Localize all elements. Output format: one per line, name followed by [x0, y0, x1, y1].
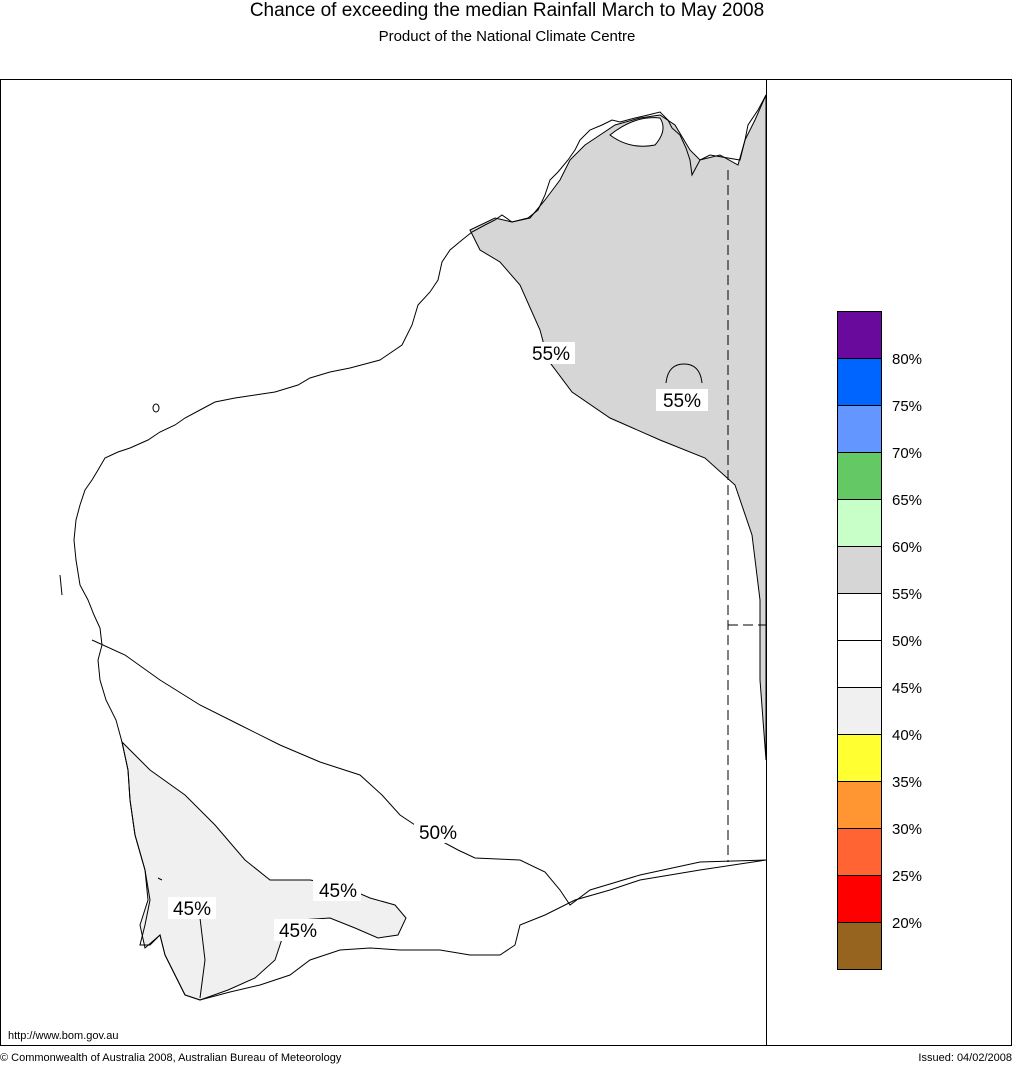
- legend-label: 60%: [892, 539, 923, 556]
- contour-label-45-b: 45%: [173, 899, 211, 920]
- region-north-loop: [609, 117, 664, 147]
- legend-swatch: [837, 452, 882, 500]
- island-southwest: [157, 877, 163, 881]
- legend-swatch: [837, 358, 882, 406]
- legend-label: 45%: [892, 680, 923, 697]
- legend-colorbar: [837, 311, 882, 970]
- region-55-percent: [469, 94, 766, 761]
- coastline: [73, 94, 766, 1001]
- legend-swatch: [837, 405, 882, 453]
- legend-label: 70%: [892, 445, 923, 462]
- legend-swatch: [837, 922, 882, 970]
- legend-swatch: [837, 687, 882, 735]
- legend-swatch: [837, 640, 882, 688]
- legend-label: 75%: [892, 398, 923, 415]
- legend-swatch: [837, 828, 882, 876]
- region-55-loop: [665, 363, 703, 384]
- legend-label: 50%: [892, 633, 923, 650]
- state-border: [727, 170, 766, 862]
- contour-label-45-c: 45%: [279, 921, 317, 942]
- island-west: [59, 574, 63, 596]
- island-north: [152, 403, 160, 413]
- contour-label-55-a: 55%: [532, 344, 570, 365]
- legend-swatch: [837, 593, 882, 641]
- legend-label: 65%: [892, 492, 923, 509]
- legend-swatch: [837, 734, 882, 782]
- contour-45-inner: [199, 917, 206, 999]
- legend-swatch: [837, 781, 882, 829]
- issued-date: Issued: 04/02/2008: [918, 1052, 1012, 1064]
- map-legend-divider: [766, 79, 767, 1046]
- legend-swatch: [837, 546, 882, 594]
- legend-swatch: [837, 499, 882, 547]
- legend-swatch: [837, 311, 882, 359]
- contour-label-50: 50%: [419, 823, 457, 844]
- map-title: Chance of exceeding the median Rainfall …: [249, 0, 765, 21]
- legend-label: 20%: [892, 915, 923, 932]
- legend-label: 30%: [892, 821, 923, 838]
- region-45-percent: [121, 740, 407, 1001]
- legend-label: 25%: [892, 868, 923, 885]
- legend-label: 40%: [892, 727, 923, 744]
- legend-label: 35%: [892, 774, 923, 791]
- legend-label: 80%: [892, 351, 923, 368]
- contour-label-55-b: 55%: [663, 391, 701, 412]
- map-subtitle: Product of the National Climate Centre: [378, 28, 636, 45]
- website-url[interactable]: http://www.bom.gov.au: [8, 1030, 119, 1042]
- map-frame: [0, 79, 1012, 1046]
- legend-label: 55%: [892, 586, 923, 603]
- copyright-notice: © Commonwealth of Australia 2008, Austra…: [0, 1052, 342, 1064]
- legend-swatch: [837, 875, 882, 923]
- contour-label-45-a: 45%: [319, 881, 357, 902]
